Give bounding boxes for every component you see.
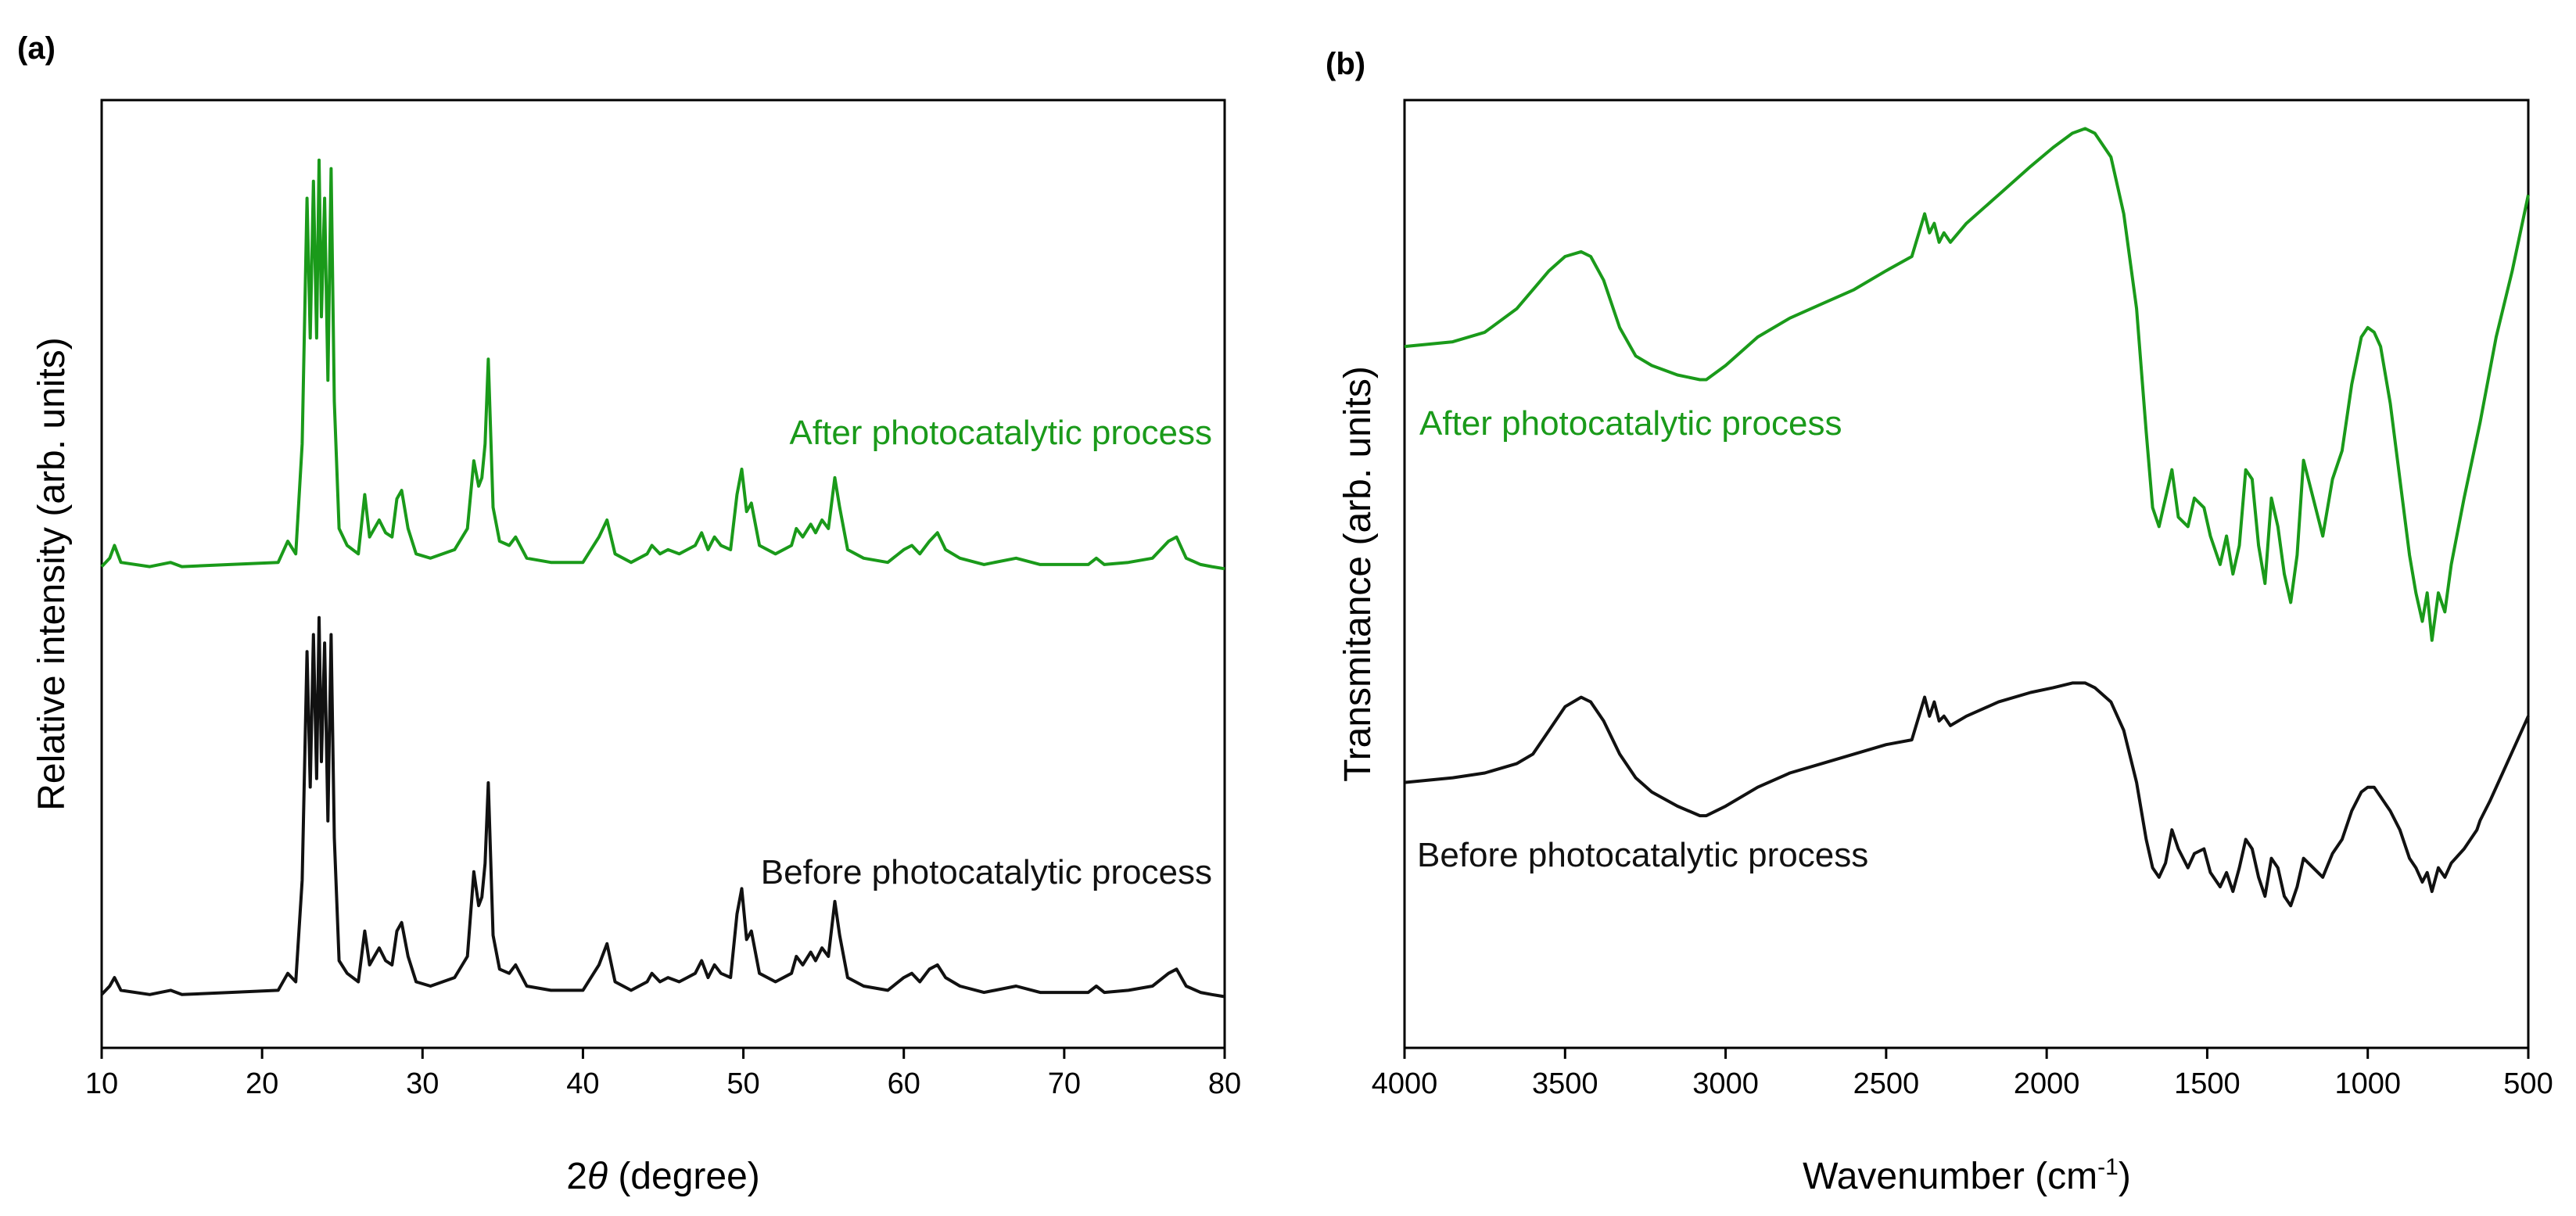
panel-a-x-title-suffix: (degree) — [608, 1156, 760, 1197]
panel-a-x-ticks: 10 20 30 40 50 60 70 80 — [85, 1048, 1241, 1100]
x-tick-label: 30 — [406, 1067, 439, 1100]
after-series-line — [100, 158, 1225, 571]
panel-b-x-title-main: Wavenumber (cm — [1803, 1156, 2097, 1197]
panel-b-ftir-chart: (b) 4000 3500 3000 2500 2000 1500 1000 500 Afte… — [1326, 47, 2553, 1197]
x-tick-label: 1500 — [2174, 1067, 2241, 1100]
panel-a-plot-frame — [100, 99, 1226, 1049]
before-series-line — [1404, 681, 2530, 908]
panel-b-y-axis-title: Transmitance (arb. units) — [1337, 366, 1379, 782]
x-tick-label: 3500 — [1532, 1067, 1598, 1100]
x-tick-label: 20 — [246, 1067, 278, 1100]
x-tick-label: 50 — [727, 1067, 759, 1100]
panel-b-curves — [1404, 127, 2530, 908]
x-tick-label: 3000 — [1692, 1067, 1759, 1100]
panel-a-x-title-prefix: 2 — [566, 1156, 587, 1197]
panel-a-xrd-chart: (a) 10 20 30 40 50 60 70 80 After photocatalyti… — [17, 31, 1241, 1197]
x-tick-label: 40 — [566, 1067, 599, 1100]
panel-b-x-axis-title: Wavenumber (cm-1) — [1803, 1154, 2131, 1197]
panel-b-x-title-sup: -1 — [2097, 1154, 2119, 1180]
x-tick-label: 500 — [2503, 1067, 2553, 1100]
panel-a-x-axis-title: 2θ (degree) — [566, 1156, 760, 1197]
panel-a-before-label: Before photocatalytic process — [761, 853, 1212, 891]
panel-a-x-title-symbol: θ — [587, 1156, 608, 1197]
x-tick-label: 1000 — [2334, 1067, 2401, 1100]
before-series-line — [100, 615, 1225, 999]
x-tick-label: 2500 — [1853, 1067, 1920, 1100]
panel-a-curves — [100, 158, 1225, 999]
panel-b-after-label: After photocatalytic process — [1419, 404, 1842, 443]
x-tick-label: 10 — [85, 1067, 118, 1100]
after-series-line — [1404, 127, 2530, 642]
x-tick-label: 60 — [888, 1067, 920, 1100]
panel-b-before-label: Before photocatalytic process — [1417, 836, 1868, 874]
panel-b-x-title-end: ) — [2119, 1156, 2131, 1197]
x-tick-label: 80 — [1208, 1067, 1241, 1100]
x-tick-label: 70 — [1048, 1067, 1081, 1100]
panel-a-y-axis-title: Relative intensity (arb. units) — [31, 337, 73, 811]
panel-a-label: (a) — [17, 31, 56, 66]
panel-b-x-ticks: 4000 3500 3000 2500 2000 1500 1000 500 — [1372, 1048, 2553, 1100]
panel-b-plot-frame — [1403, 99, 2530, 1049]
panel-a-after-label: After photocatalytic process — [790, 414, 1212, 452]
x-tick-label: 4000 — [1372, 1067, 1438, 1100]
x-tick-label: 2000 — [2014, 1067, 2080, 1100]
panel-b-label: (b) — [1326, 47, 1365, 81]
